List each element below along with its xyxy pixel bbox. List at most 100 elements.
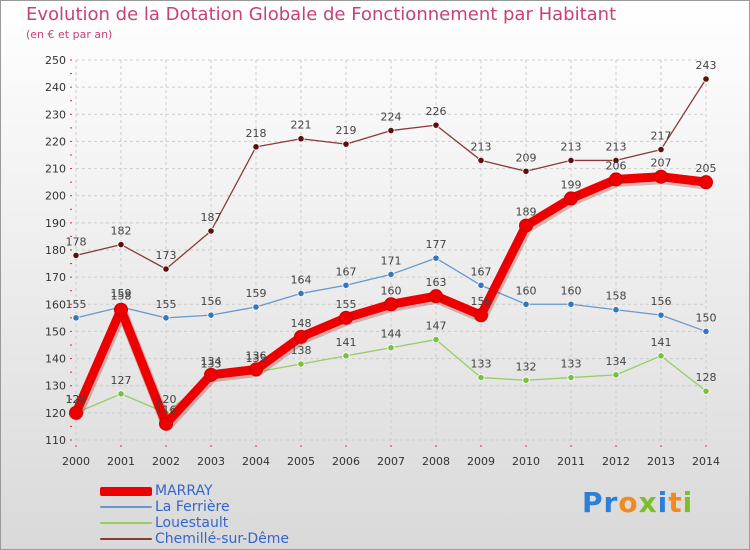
data-label-chemill-sur-d-me-2009: 213 bbox=[471, 140, 492, 153]
data-label-la-ferri-re-2013: 156 bbox=[651, 295, 672, 308]
point-louestault-2001 bbox=[117, 390, 125, 398]
line-chart: 1101201301401501601701801902002102202302… bbox=[45, 54, 720, 468]
data-label-la-ferri-re-2010: 160 bbox=[516, 284, 537, 297]
x-minor-tick-2002 bbox=[165, 445, 167, 447]
y-minor-tick-250 bbox=[70, 59, 72, 61]
data-label-la-ferri-re-2003: 156 bbox=[201, 295, 222, 308]
data-label-chemill-sur-d-me-2007: 224 bbox=[381, 111, 402, 124]
y-minor-tick-245 bbox=[70, 73, 72, 75]
point-marray-2003 bbox=[204, 367, 218, 382]
y-minor-tick-165 bbox=[70, 290, 72, 292]
point-la-ferri-re-2009 bbox=[477, 281, 485, 289]
data-label-louestault-2014: 128 bbox=[696, 371, 717, 384]
point-marray-2000 bbox=[69, 405, 83, 420]
y-tick-label-150: 150 bbox=[45, 325, 66, 338]
data-label-marray-2009: 156 bbox=[471, 295, 492, 308]
data-label-la-ferri-re-2014: 150 bbox=[696, 311, 717, 324]
y-minor-tick-125 bbox=[70, 398, 72, 400]
y-minor-tick-235 bbox=[70, 100, 72, 102]
point-louestault-2013 bbox=[657, 352, 665, 360]
y-minor-tick-110 bbox=[70, 439, 72, 441]
data-label-la-ferri-re-2006: 167 bbox=[336, 265, 357, 278]
point-chemill-sur-d-me-2004 bbox=[252, 143, 260, 151]
x-tick-label-2002: 2002 bbox=[152, 455, 180, 468]
x-tick-label-2001: 2001 bbox=[107, 455, 135, 468]
y-minor-tick-145 bbox=[70, 344, 72, 346]
point-louestault-2007 bbox=[387, 344, 395, 352]
y-minor-tick-210 bbox=[70, 168, 72, 170]
point-la-ferri-re-2014 bbox=[702, 327, 710, 336]
y-tick-label-180: 180 bbox=[45, 244, 66, 257]
legend-label-chemill-sur-d-me: Chemillé-sur-Dême bbox=[155, 531, 289, 547]
data-label-louestault-2013: 141 bbox=[651, 336, 672, 349]
data-label-chemill-sur-d-me-2011: 213 bbox=[561, 140, 582, 153]
point-marray-2007 bbox=[384, 297, 398, 312]
data-label-la-ferri-re-2008: 177 bbox=[426, 238, 447, 251]
point-marray-2012 bbox=[609, 172, 623, 187]
data-label-la-ferri-re-2011: 160 bbox=[561, 284, 582, 297]
y-tick-label-240: 240 bbox=[45, 81, 66, 94]
y-minor-tick-200 bbox=[70, 195, 72, 197]
logo-letter: x bbox=[638, 486, 658, 519]
point-la-ferri-re-2010 bbox=[522, 300, 530, 308]
data-label-la-ferri-re-2001: 159 bbox=[111, 287, 132, 300]
legend-swatch-marray bbox=[100, 486, 152, 496]
data-label-la-ferri-re-2007: 171 bbox=[381, 254, 402, 267]
point-chemill-sur-d-me-2001 bbox=[117, 240, 125, 249]
data-label-la-ferri-re-2002: 155 bbox=[156, 298, 177, 311]
data-label-chemill-sur-d-me-2002: 173 bbox=[156, 249, 177, 262]
point-la-ferri-re-2002 bbox=[162, 314, 170, 322]
data-label-chemill-sur-d-me-2001: 182 bbox=[111, 225, 132, 238]
data-label-louestault-2006: 141 bbox=[336, 336, 357, 349]
y-tick-label-220: 220 bbox=[45, 135, 66, 148]
y-tick-label-190: 190 bbox=[45, 217, 66, 230]
point-marray-2009 bbox=[474, 308, 488, 323]
data-label-louestault-2001: 127 bbox=[111, 374, 132, 387]
point-la-ferri-re-2013 bbox=[657, 311, 665, 319]
data-label-marray-2006: 155 bbox=[336, 298, 357, 311]
point-louestault-2011 bbox=[567, 373, 575, 382]
x-minor-tick-2006 bbox=[345, 445, 347, 447]
point-marray-2006 bbox=[339, 310, 353, 325]
x-minor-tick-2010 bbox=[525, 445, 527, 447]
data-label-chemill-sur-d-me-2008: 226 bbox=[426, 105, 447, 118]
x-tick-label-2003: 2003 bbox=[197, 455, 225, 468]
data-label-chemill-sur-d-me-2013: 217 bbox=[651, 130, 672, 143]
data-label-chemill-sur-d-me-2010: 209 bbox=[516, 151, 537, 164]
data-label-marray-2011: 199 bbox=[561, 178, 582, 191]
x-minor-tick-2004 bbox=[255, 445, 257, 447]
x-tick-label-2014: 2014 bbox=[692, 455, 720, 468]
y-minor-tick-195 bbox=[70, 208, 72, 210]
y-minor-tick-185 bbox=[70, 235, 72, 237]
point-marray-2010 bbox=[519, 218, 533, 233]
y-tick-label-130: 130 bbox=[45, 380, 66, 393]
y-minor-tick-180 bbox=[70, 249, 72, 251]
data-label-marray-2014: 205 bbox=[696, 162, 717, 175]
data-label-chemill-sur-d-me-2004: 218 bbox=[246, 127, 267, 140]
data-label-chemill-sur-d-me-2005: 221 bbox=[291, 119, 312, 132]
proxiti-logo: Proxiti bbox=[582, 486, 693, 519]
y-tick-label-170: 170 bbox=[45, 271, 66, 284]
x-minor-tick-2008 bbox=[435, 445, 437, 447]
point-chemill-sur-d-me-2006 bbox=[342, 140, 350, 148]
logo-letter: i bbox=[682, 486, 694, 519]
legend-swatch-chemill-sur-d-me bbox=[100, 538, 152, 540]
point-marray-2004 bbox=[249, 362, 263, 377]
data-labels-group: 178 182 173 187 218 221 219 224 226 213 209 213 213 2… bbox=[66, 59, 717, 417]
data-label-la-ferri-re-2012: 158 bbox=[606, 290, 627, 303]
grid-lines bbox=[75, 59, 707, 441]
logo-letter: P bbox=[582, 486, 604, 519]
point-la-ferri-re-2000 bbox=[72, 314, 80, 322]
data-label-marray-2001: 158 bbox=[111, 290, 132, 303]
point-chemill-sur-d-me-2010 bbox=[522, 167, 530, 175]
x-tick-label-2009: 2009 bbox=[467, 455, 495, 468]
x-tick-label-2005: 2005 bbox=[287, 455, 315, 468]
data-label-marray-2002: 116 bbox=[156, 404, 177, 417]
legend-swatch-la-ferri-re bbox=[100, 506, 152, 508]
point-la-ferri-re-2003 bbox=[207, 311, 215, 319]
data-label-la-ferri-re-2005: 164 bbox=[291, 273, 312, 286]
logo-letter: i bbox=[657, 486, 669, 519]
point-marray-2011 bbox=[564, 191, 578, 206]
y-minor-tick-230 bbox=[70, 113, 72, 115]
data-label-chemill-sur-d-me-2006: 219 bbox=[336, 124, 357, 137]
